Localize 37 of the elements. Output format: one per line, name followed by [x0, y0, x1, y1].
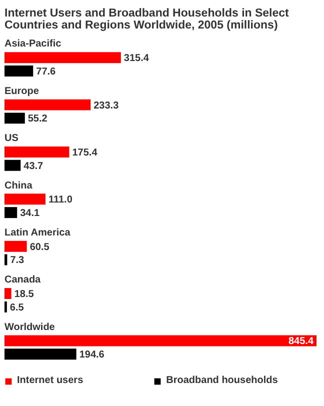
data-label: 60.5 [30, 242, 50, 253]
chart-title: Internet Users and Broadband Households in Select Countries and Regions Worldwide, 2005 (millions) [4, 8, 290, 32]
bar [4, 160, 21, 171]
data-label: 6.5 [10, 302, 24, 314]
data-label: 77.6 [36, 66, 56, 78]
bar [4, 207, 18, 218]
data-label: 34.1 [20, 208, 40, 220]
y-tick-label: US [4, 133, 19, 144]
data-label: 7.3 [10, 255, 25, 266]
data-label: 845.4 [288, 336, 314, 348]
data-label: 315.4 [124, 53, 150, 64]
bar [4, 240, 27, 252]
bar [4, 288, 12, 300]
legend-label: Internet users [17, 375, 84, 386]
bar [4, 194, 46, 205]
data-label: 18.5 [14, 289, 34, 300]
y-tick-label: Europe [4, 86, 40, 97]
data-label: 111.0 [48, 194, 73, 206]
bar [4, 335, 316, 346]
data-label: 55.2 [28, 114, 48, 125]
bar [4, 99, 91, 110]
y-tick-label: China [4, 180, 33, 192]
bar [4, 112, 25, 124]
data-label: 175.4 [72, 147, 98, 158]
bar [4, 146, 70, 158]
bar [4, 348, 76, 360]
legend-label: Broadband households [166, 375, 278, 386]
bar [4, 52, 121, 64]
y-tick-label: Worldwide [4, 322, 56, 333]
data-label: 194.6 [79, 350, 105, 361]
y-tick-label: Latin America [4, 227, 71, 238]
bar [4, 66, 34, 76]
bar [4, 254, 8, 266]
y-tick-label: Asia-Pacific [4, 38, 62, 50]
y-tick-label: Canada [4, 274, 42, 286]
data-label: 233.3 [94, 100, 120, 112]
data-label: 43.7 [24, 160, 44, 172]
